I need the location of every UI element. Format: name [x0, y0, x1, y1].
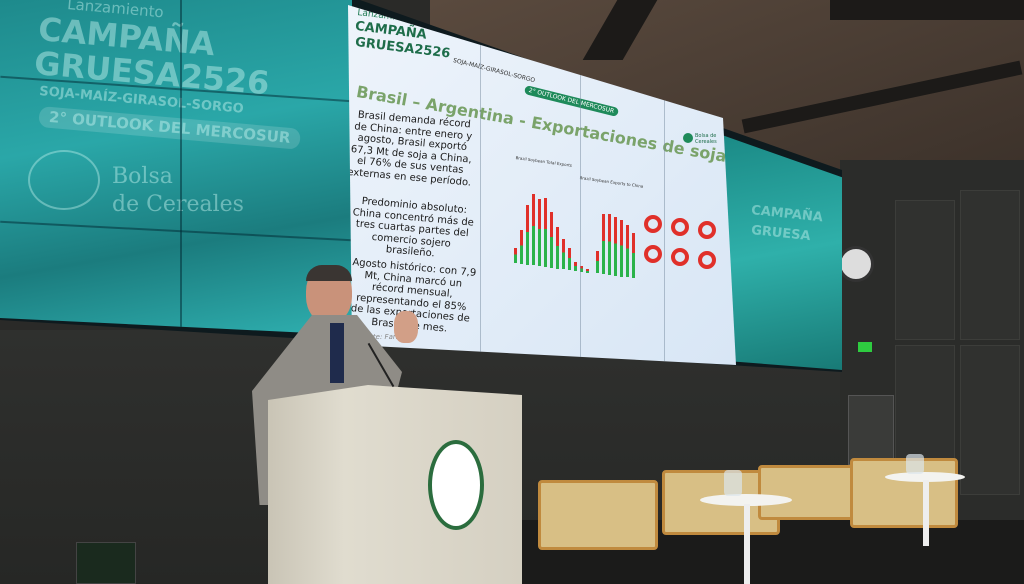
chart-bar: [556, 227, 559, 269]
right-title-1: CAMPAÑA: [750, 203, 824, 226]
legend-total-exports: Brazil Soybean Total Exports: [515, 155, 573, 168]
donut-chart: [671, 248, 689, 266]
donut-chart: [644, 215, 662, 233]
chart-bar: [608, 213, 611, 275]
chart-bar: [532, 194, 535, 266]
table-leg: [923, 480, 929, 546]
donut-charts: [644, 215, 724, 295]
donut-chart: [644, 245, 662, 263]
armchair: [538, 480, 658, 550]
slide-logo-text: Bolsa de Cereales: [695, 133, 717, 145]
left-screen: Lanzamiento CAMPAÑA GRUESA2526 SOJA-MAÍZ…: [0, 0, 352, 335]
slide-paragraph-1: Brasil demanda récord de China: entre en…: [346, 109, 473, 189]
chart-bar: [568, 247, 571, 271]
chart-bar: [626, 224, 629, 278]
side-wall: [840, 160, 1024, 540]
side-table: [885, 472, 965, 482]
stage-monitor: [76, 542, 136, 584]
slide-badge: 2° OUTLOOK DEL MERCOSUR: [523, 85, 619, 117]
chart-bar: [514, 248, 517, 263]
slide-crops: SOJA-MAÍZ-GIRASOL-SORGO: [452, 57, 536, 85]
exit-sign-icon: [858, 342, 872, 352]
chart-bar: [614, 217, 617, 276]
chart-bar: [562, 239, 565, 270]
left-org-2: de Cereales: [112, 192, 244, 217]
left-org-1: Bolsa: [112, 164, 173, 189]
left-outlook: 2° OUTLOOK DEL MERCOSUR: [38, 106, 302, 150]
right-screen: CAMPAÑA GRUESA: [722, 135, 842, 370]
right-title-2: GRUESA: [750, 223, 812, 245]
door: [848, 395, 894, 465]
side-table: [700, 494, 792, 506]
export-bar-chart: [514, 185, 639, 285]
chart-bar: [620, 220, 623, 277]
chart-bar: [586, 268, 589, 273]
chart-bar: [520, 230, 523, 264]
slide-paragraph-2: Predominio absoluto: China concentró más…: [352, 195, 475, 260]
water-pitcher: [724, 470, 742, 496]
bolsa-seal-icon: [28, 150, 100, 210]
speaker-tie: [330, 323, 344, 383]
ceiling-beam: [830, 0, 1024, 20]
chart-bar: [602, 214, 605, 275]
chart-bar: [596, 250, 599, 274]
bolsa-logo-icon: [683, 133, 693, 143]
table-leg: [744, 504, 750, 584]
wall-logo-seal: [838, 246, 874, 282]
chart-bar: [538, 198, 541, 267]
podium: [268, 385, 522, 584]
chart-bar: [550, 211, 553, 268]
slide-source: Fuente: Farmdoc: [356, 333, 416, 341]
armchair: [850, 458, 958, 528]
donut-chart: [671, 218, 689, 236]
chart-bar: [580, 265, 583, 272]
armchair: [758, 465, 854, 520]
chart-bar: [544, 198, 547, 267]
water-pitcher: [906, 454, 924, 474]
donut-chart: [698, 251, 716, 269]
podium-logo: [428, 440, 484, 530]
chart-bar: [526, 204, 529, 265]
slide-title-2: GRUESA2526: [354, 35, 452, 62]
speaker-hand: [394, 311, 418, 343]
chart-bar: [574, 262, 577, 271]
donut-chart: [698, 221, 716, 239]
chart-bar: [632, 233, 635, 279]
